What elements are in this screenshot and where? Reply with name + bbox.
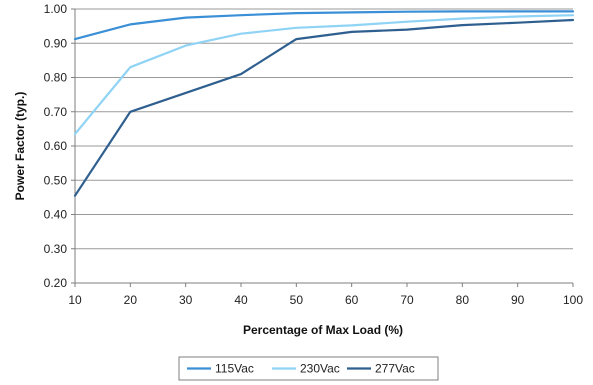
x-tick-labels: 10 20 30 40 50 60 70 80 90 100 xyxy=(68,293,583,307)
y-tick-label: 0.60 xyxy=(44,139,68,153)
legend-label: 230Vac xyxy=(300,362,340,376)
x-tick-label: 20 xyxy=(124,293,138,307)
x-tick-label: 80 xyxy=(456,293,470,307)
x-tick-label: 60 xyxy=(345,293,359,307)
x-axis-label: Percentage of Max Load (%) xyxy=(243,323,403,337)
legend-label: 277Vac xyxy=(375,362,415,376)
legend-box xyxy=(178,356,439,381)
series-line-115Vac xyxy=(73,10,575,41)
x-tick-label: 30 xyxy=(179,293,193,307)
x-tick-label: 100 xyxy=(563,293,583,307)
y-tick-label: 0.50 xyxy=(44,173,68,187)
x-tick-label: 50 xyxy=(290,293,304,307)
y-tick-label: 0.30 xyxy=(44,242,68,256)
y-tick-label: 0.70 xyxy=(44,105,68,119)
axes xyxy=(71,8,574,287)
y-axis-label: Power Factor (typ.) xyxy=(13,92,27,201)
legend-label: 115Vac xyxy=(215,362,254,376)
y-tick-label: 0.40 xyxy=(44,208,68,222)
y-tick-label: 1.00 xyxy=(44,2,68,16)
x-tick-label: 90 xyxy=(511,293,525,307)
x-tick-label: 10 xyxy=(68,293,82,307)
series-lines xyxy=(73,10,575,197)
series-line-230Vac xyxy=(73,14,575,136)
y-tick-label: 0.80 xyxy=(44,71,68,85)
gridlines xyxy=(75,8,573,284)
y-tick-labels: 0.20 0.30 0.40 0.50 0.60 0.70 0.80 0.90 1.00 xyxy=(44,2,68,290)
y-tick-label: 0.20 xyxy=(44,276,68,290)
legend: 115Vac 230Vac 277Vac xyxy=(178,356,439,381)
series-line-277Vac xyxy=(73,18,575,197)
x-tick-label: 40 xyxy=(234,293,248,307)
x-tick-label: 70 xyxy=(400,293,414,307)
y-tick-label: 0.90 xyxy=(44,36,68,50)
